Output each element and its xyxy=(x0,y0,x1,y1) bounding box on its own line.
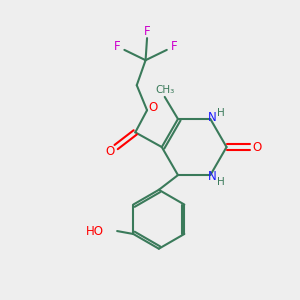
Text: F: F xyxy=(171,40,178,53)
Text: F: F xyxy=(114,40,120,53)
Text: O: O xyxy=(252,141,261,154)
Text: F: F xyxy=(144,25,150,38)
Text: O: O xyxy=(106,145,115,158)
Text: HO: HO xyxy=(86,224,104,238)
Text: O: O xyxy=(148,101,158,114)
Text: CH₃: CH₃ xyxy=(155,85,174,94)
Text: H: H xyxy=(217,108,224,118)
Text: H: H xyxy=(217,178,224,188)
Text: N: N xyxy=(208,170,216,183)
Text: N: N xyxy=(208,111,216,124)
